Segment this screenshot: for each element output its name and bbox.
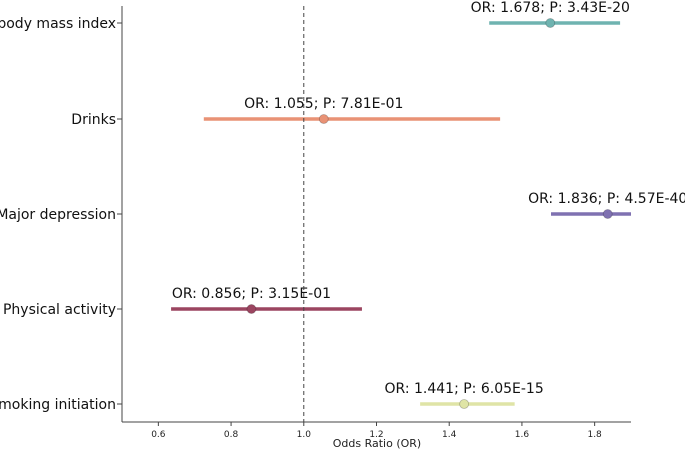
x-tick-label: 0.6	[151, 430, 166, 440]
category-label: Major depression	[0, 207, 116, 223]
annotations: OR: 1.678; P: 3.43E-20 OR: 1.055; P: 7.81…	[172, 0, 685, 397]
category-label: Physical activity	[3, 302, 116, 318]
x-tick-label: 0.8	[224, 430, 239, 440]
confidence-intervals	[171, 21, 631, 406]
odds-ratio-point	[459, 399, 470, 409]
x-tick-label: 1.2	[369, 430, 383, 440]
odds-ratio-point	[246, 304, 257, 314]
odds-ratio-points	[246, 18, 613, 409]
odds-ratio-point	[318, 114, 329, 124]
category-labels: body mass index Drinks Major depression Phy…	[0, 16, 116, 413]
point-annotation: OR: 0.856; P: 3.15E-01	[172, 286, 331, 302]
x-tick-label: 1.8	[587, 430, 602, 440]
odds-ratio-point	[602, 209, 613, 219]
point-annotation: OR: 1.678; P: 3.43E-20	[471, 0, 630, 16]
x-tick-label: 1.4	[442, 430, 457, 440]
x-tick-label: 1.0	[297, 430, 312, 440]
x-axis-label: Odds Ratio (OR)	[333, 437, 421, 450]
category-label: body mass index	[0, 16, 116, 32]
x-axis-ticks: 0.6 0.8 1.0 1.2 1.4 1.6 1.8	[117, 22, 602, 440]
category-label: Drinks	[71, 112, 116, 128]
point-annotation: OR: 1.836; P: 4.57E-40	[528, 191, 685, 207]
point-annotation: OR: 1.055; P: 7.81E-01	[244, 96, 403, 112]
odds-ratio-point	[545, 18, 556, 28]
point-annotation: OR: 1.441; P: 6.05E-15	[385, 381, 544, 397]
x-tick-label: 1.6	[515, 430, 530, 440]
category-label: smoking initiation	[0, 397, 116, 413]
